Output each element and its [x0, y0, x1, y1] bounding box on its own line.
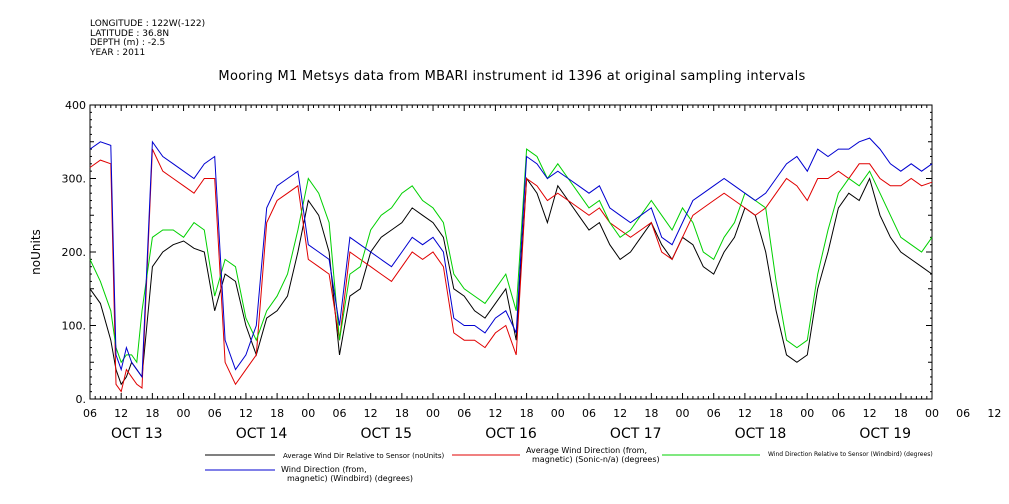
x-tick-label: 12 [613, 407, 627, 420]
x-tick-label: 18 [395, 407, 409, 420]
x-tick-label: 18 [270, 407, 284, 420]
x-tick-label: 12 [488, 407, 502, 420]
series-line-4 [89, 137, 933, 379]
x-tick-label: 06 [332, 407, 346, 420]
x-tick-label: 18 [145, 407, 159, 420]
y-tick-label: 0. [76, 393, 87, 406]
x-tick-label: 12 [364, 407, 378, 420]
x-tick-label: 06 [457, 407, 471, 420]
day-label: OCT 13 [111, 426, 163, 442]
plot-frame [89, 104, 933, 400]
legend-label-line: Average Wind Direction (from, [526, 446, 647, 455]
year-label: YEAR : 2011 [90, 47, 146, 58]
x-tick-label: 00 [426, 407, 440, 420]
legend-label-line: magnetic) (Windbird) (degrees) [287, 474, 413, 483]
y-tick-label: 300. [62, 173, 87, 186]
x-tick-label: 00 [301, 407, 315, 420]
day-label: OCT 15 [360, 426, 412, 442]
series-line-1 [89, 177, 933, 386]
metadata-block: LONGITUDE : 122W(-122) LATITUDE : 36.8N … [90, 19, 206, 58]
legend-label: Average Wind Dir Relative to Sensor (noU… [283, 452, 444, 460]
legend-label: Wind Direction Relative to Sensor (Windb… [768, 451, 933, 458]
x-tick-label: 12 [738, 407, 752, 420]
x-tick-label: 06 [707, 407, 721, 420]
x-tick-label: 06 [208, 407, 222, 420]
day-label: OCT 17 [610, 426, 662, 442]
x-tick-label: 18 [644, 407, 658, 420]
y-tick-label: 400 [65, 99, 86, 112]
chart-title: Mooring M1 Metsys data from MBARI instru… [218, 69, 805, 84]
x-tick-label: 06 [83, 407, 97, 420]
series-line-2 [89, 148, 933, 393]
x-tick-label: 00 [177, 407, 191, 420]
y-axis-label: noUnits [29, 229, 43, 275]
series-layer [89, 137, 933, 393]
legend-label: Average Wind Direction (from, magnetic) (… [526, 446, 660, 464]
day-label: OCT 14 [236, 426, 288, 442]
x-tick-label: 18 [769, 407, 783, 420]
day-label: OCT 16 [485, 426, 537, 442]
legend-label: Wind Direction (from, magnetic) (Windbird… [281, 465, 413, 483]
longitude-label: LONGITUDE : 122W(-122) [90, 19, 206, 29]
series-line-3 [89, 148, 933, 364]
x-tick-label: 00 [800, 407, 814, 420]
latitude-label: LATITUDE : 36.8N [90, 28, 170, 39]
x-tick-label: 12 [239, 407, 253, 420]
y-tick-label: 100. [62, 320, 87, 333]
x-tick-label: 12 [863, 407, 877, 420]
x-tick-label: 00 [676, 407, 690, 420]
x-tick-label: 18 [894, 407, 908, 420]
x-tick-label: 06 [582, 407, 596, 420]
y-tick-label: 200. [62, 246, 87, 259]
day-label: OCT 18 [735, 426, 787, 442]
axis-ticks: 06 12 18 00 06 12 18 00 06 12 18 00 06 12 18 00 06 12 18 00… [62, 99, 1002, 442]
legend-label-line: Wind Direction (from, [281, 465, 367, 474]
x-tick-label: 00 [925, 407, 939, 420]
legend-label-line: magnetic) (Sonic-n/a) (degrees) [532, 455, 660, 464]
depth-label: DEPTH (m) : -2.5 [90, 38, 166, 48]
day-label: OCT 19 [859, 426, 911, 442]
x-tick-label: 12 [114, 407, 128, 420]
x-tick-label: 00 [551, 407, 565, 420]
legend: Average Wind Dir Relative to Sensor (noU… [205, 446, 933, 483]
x-tick-label: 06 [956, 407, 970, 420]
x-tick-label: 18 [520, 407, 534, 420]
x-tick-label: 06 [831, 407, 845, 420]
x-tick-label: 12 [987, 407, 1001, 420]
